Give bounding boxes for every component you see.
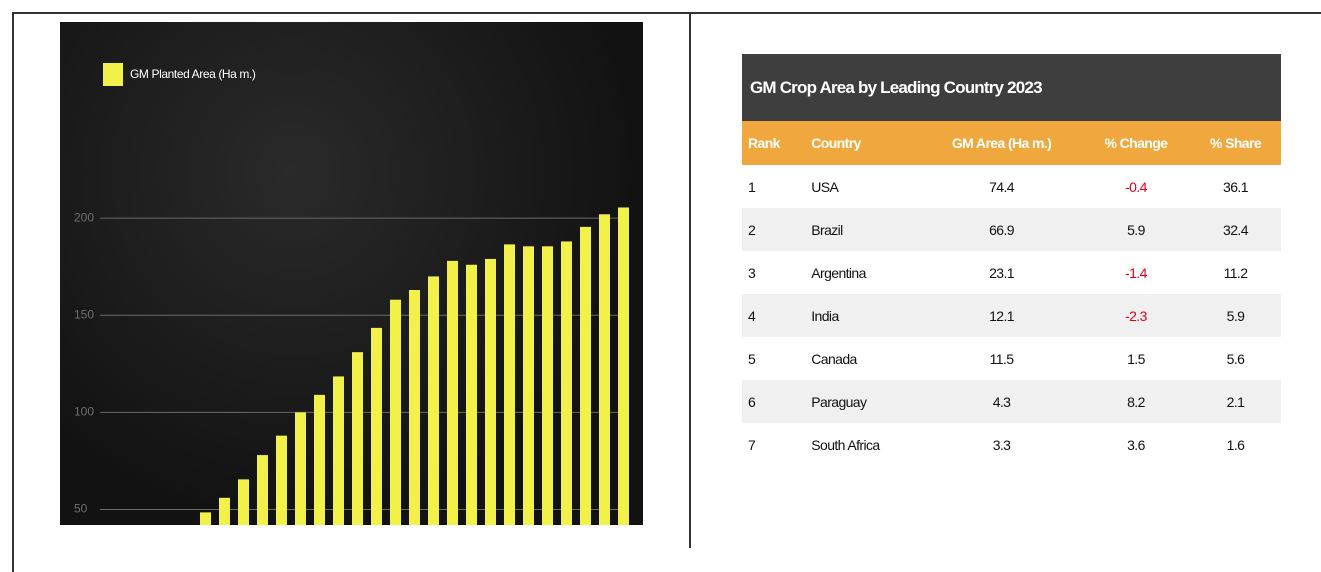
table-cell: 12.1: [921, 294, 1082, 337]
bar: [466, 264, 477, 525]
table-panel: GM Crop Area by Leading Country 2023 Ran…: [742, 54, 1281, 512]
bar: [523, 246, 534, 525]
page: GM Planted Area (Ha m.) 50 100 150 200 GM C…: [12, 12, 1321, 572]
table-cell: Canada: [811, 350, 857, 367]
table: Rank Country GM Area (Ha m.)% Change% Shar…: [742, 121, 1281, 466]
column-header: Country: [805, 121, 922, 165]
bar: [504, 244, 515, 525]
column-header: Rank: [742, 121, 806, 165]
table-cell: USA: [811, 178, 839, 195]
table-cell: 2.1: [1189, 380, 1281, 423]
table-cell: -2.3: [1081, 294, 1190, 337]
table-cell: 6: [742, 380, 806, 423]
table-cell: 2: [742, 208, 806, 251]
y-tick-label: 100: [74, 405, 94, 419]
table-cell: India: [805, 294, 922, 337]
table-cell: 5.9: [1081, 208, 1190, 251]
table-cell: 66.9: [921, 208, 1082, 251]
table-cell: Brazil: [805, 208, 922, 251]
table-cell: 1.6: [1226, 436, 1245, 453]
table-cell: 11.5: [989, 350, 1014, 367]
table-row: 6 Paraguay 4.3 8.2 2.1: [742, 380, 1281, 423]
table-cell: 36.1: [1223, 178, 1248, 195]
bar: [599, 214, 610, 525]
table-cell: Argentina: [811, 264, 866, 281]
table-cell: 1: [748, 178, 756, 195]
bar: [219, 497, 230, 525]
table-cell: 32.4: [1189, 208, 1281, 251]
table-cell: 4.3: [921, 380, 1082, 423]
bar: [428, 276, 439, 525]
bar: [238, 479, 249, 525]
bar: [333, 376, 344, 525]
y-tick-label: 150: [74, 307, 94, 321]
bar: [314, 394, 325, 525]
bar: [200, 512, 211, 525]
bar: [371, 327, 382, 525]
table-cell: 74.4: [989, 178, 1014, 195]
legend-label: GM Planted Area (Ha m.): [130, 67, 256, 81]
bar: [352, 352, 363, 525]
table-cell: 4: [742, 294, 806, 337]
frame: [12, 12, 1321, 572]
table-cell: 5.6: [1226, 350, 1245, 367]
divider: [689, 12, 691, 548]
table-cell: -1.4: [1125, 264, 1147, 281]
bar: [580, 226, 591, 525]
bar: [618, 207, 629, 525]
table-title: GM Crop Area by Leading Country 2023: [742, 54, 1281, 121]
table-cell: 5: [748, 350, 756, 367]
bar: [295, 412, 306, 525]
bar: [447, 260, 458, 525]
bar: [276, 435, 287, 525]
column-header: % Change: [1081, 121, 1190, 165]
table-cell: 1.5: [1127, 350, 1145, 367]
table-cell: 23.1: [989, 264, 1014, 281]
bar: [542, 246, 553, 525]
table-cell: 7: [748, 436, 756, 453]
bar: [390, 299, 401, 525]
table-row: 4 India 12.1 -2.3 5.9: [742, 294, 1281, 337]
table-cell: 3.6: [1127, 436, 1145, 453]
bar: [561, 241, 572, 525]
legend-swatch: [103, 63, 123, 86]
table-row: 7 South Africa 3.3 3.6 1.6: [742, 423, 1281, 466]
table-row: 2 Brazil 66.9 5.9 32.4: [742, 208, 1281, 251]
column-header: % Share: [1189, 121, 1281, 165]
y-tick-label: 200: [74, 210, 94, 224]
chart: GM Planted Area (Ha m.) 50 100 150 200: [60, 22, 643, 525]
table-cell: 3: [748, 264, 756, 281]
table-row: 3 Argentina 23.1 -1.4 11.2: [742, 251, 1281, 294]
table-cell: 11.2: [1223, 264, 1248, 281]
table-cell: 3.3: [992, 436, 1011, 453]
bar: [257, 455, 268, 525]
y-tick-label: 50: [74, 502, 88, 516]
table-row: 1 USA 74.4 -0.4 36.1: [742, 165, 1281, 208]
bar: [485, 258, 496, 525]
table-cell: 8.2: [1081, 380, 1190, 423]
bar: [409, 290, 420, 525]
table-cell: 5.9: [1189, 294, 1281, 337]
table-cell: -0.4: [1125, 178, 1147, 195]
table-cell: Paraguay: [805, 380, 922, 423]
column-header: GM Area (Ha m.): [921, 121, 1082, 165]
table-cell: South Africa: [811, 436, 880, 453]
table-row: 5 Canada 11.5 1.5 5.6: [742, 337, 1281, 380]
